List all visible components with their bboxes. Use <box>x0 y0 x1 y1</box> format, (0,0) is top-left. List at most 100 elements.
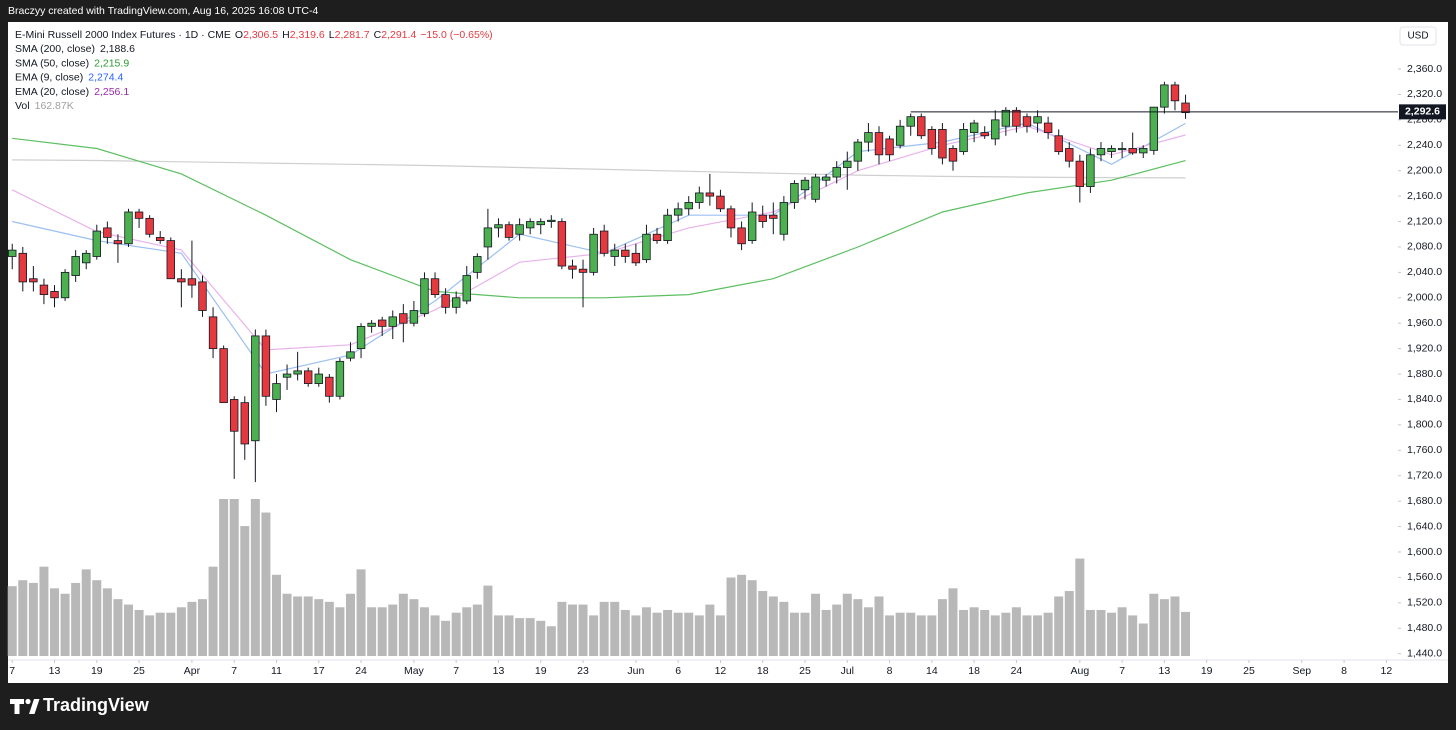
candle-body <box>938 128 947 159</box>
x-tick-label: 18 <box>757 665 769 677</box>
candle-body <box>948 148 958 162</box>
candle-body <box>747 211 757 241</box>
candle-body <box>599 230 609 254</box>
y-tick-label: 2,360.0 <box>1407 63 1442 75</box>
volume-bar <box>906 612 916 656</box>
candle-body <box>726 208 736 229</box>
volume-bar <box>578 604 588 656</box>
volume-bar <box>789 612 799 656</box>
x-tick-label: 19 <box>91 665 103 677</box>
candle-body <box>917 116 926 137</box>
volume-bar <box>1096 609 1106 656</box>
candle-body <box>811 176 820 200</box>
y-tick-label: 1,640.0 <box>1407 520 1442 532</box>
candle-body <box>525 221 535 229</box>
x-tick-label: 24 <box>1011 665 1023 677</box>
volume-bar <box>990 615 1000 656</box>
volume-bar <box>1001 612 1011 656</box>
change: −15.0 (−0.65%) <box>420 29 492 41</box>
volume-bar <box>398 593 408 656</box>
candle-body <box>261 335 271 397</box>
volume-bar <box>60 593 70 656</box>
volume-bar <box>176 607 186 656</box>
candle-body <box>60 271 70 299</box>
volume-bar <box>684 612 694 656</box>
candle-body <box>325 376 334 397</box>
volume-bar <box>7 586 17 656</box>
candle-body <box>134 211 144 219</box>
y-tick-label: 2,320.0 <box>1407 88 1442 100</box>
x-tick-label: May <box>404 665 425 677</box>
x-tick-label: 13 <box>49 665 61 677</box>
x-tick-label: 24 <box>355 665 367 677</box>
ohlc-value: 2,291.4 <box>381 29 416 41</box>
volume-bar <box>673 612 683 656</box>
candle-body <box>821 176 831 181</box>
indicator-legend: SMA (200, close) 2,188.6 <box>15 43 135 55</box>
currency: USD <box>1407 31 1428 42</box>
volume-bar <box>451 612 461 656</box>
volume-bar <box>1085 609 1095 656</box>
indicator-line <box>12 159 1186 179</box>
candle-body <box>208 316 218 350</box>
candle-body <box>536 221 545 226</box>
candle-body <box>652 233 662 241</box>
logo-dot <box>25 698 31 705</box>
volume-bar <box>71 582 81 656</box>
indicator-name: SMA (200, close) <box>15 43 95 55</box>
candle-body <box>959 128 968 153</box>
candle-body <box>441 294 450 308</box>
volume-bar <box>1033 615 1043 656</box>
volume-bar <box>293 596 303 656</box>
volume-bar <box>208 566 218 656</box>
volume-bar <box>335 607 345 656</box>
x-tick-label: 19 <box>535 665 547 677</box>
x-tick-label: 8 <box>887 665 893 677</box>
volume-bar <box>483 585 493 656</box>
volume-bar <box>441 620 451 656</box>
candle-body <box>1170 84 1180 102</box>
y-tick-label: 2,160.0 <box>1407 190 1442 202</box>
indicator-line <box>12 137 1186 299</box>
candle-body <box>737 227 746 245</box>
candle-body <box>473 256 482 273</box>
candle-body <box>716 195 725 210</box>
y-tick-label: 2,200.0 <box>1407 164 1442 176</box>
y-tick-label: 1,880.0 <box>1407 368 1442 380</box>
candle-body <box>18 252 27 283</box>
candle-body <box>610 249 619 257</box>
candle-body <box>673 208 683 216</box>
y-tick-label: 1,480.0 <box>1407 622 1442 634</box>
volume-bar <box>863 607 873 656</box>
candle-body <box>631 252 641 264</box>
volume-bar <box>747 580 757 656</box>
brand: TradingView <box>43 695 150 715</box>
volume-bar <box>980 609 990 656</box>
candle-body <box>187 278 197 286</box>
candle-body <box>282 373 292 378</box>
candle-body <box>1001 109 1011 127</box>
candle-body <box>356 325 366 350</box>
indicator-name: EMA (20, close) <box>15 86 89 98</box>
candle-body <box>853 141 863 162</box>
candle-body <box>1043 122 1053 133</box>
candle-body <box>1012 109 1021 127</box>
candle-body <box>800 179 810 191</box>
x-tick-label: 18 <box>968 665 980 677</box>
candle-body <box>240 402 249 445</box>
volume-bar <box>631 615 641 656</box>
volume-bar <box>155 612 165 656</box>
volume-value: 162.87K <box>35 100 74 112</box>
volume-bar <box>874 596 884 656</box>
candle-body <box>483 227 493 248</box>
ohlc-key: L <box>329 29 335 41</box>
volume-bar <box>779 601 789 656</box>
candle-body <box>1022 116 1032 127</box>
candle-body <box>303 370 313 384</box>
y-tick-label: 1,440.0 <box>1407 647 1442 659</box>
ohlc-value: 2,281.7 <box>335 29 370 41</box>
candle-body <box>832 167 841 178</box>
volume-bar <box>811 593 821 656</box>
volume-bar <box>1022 615 1032 656</box>
